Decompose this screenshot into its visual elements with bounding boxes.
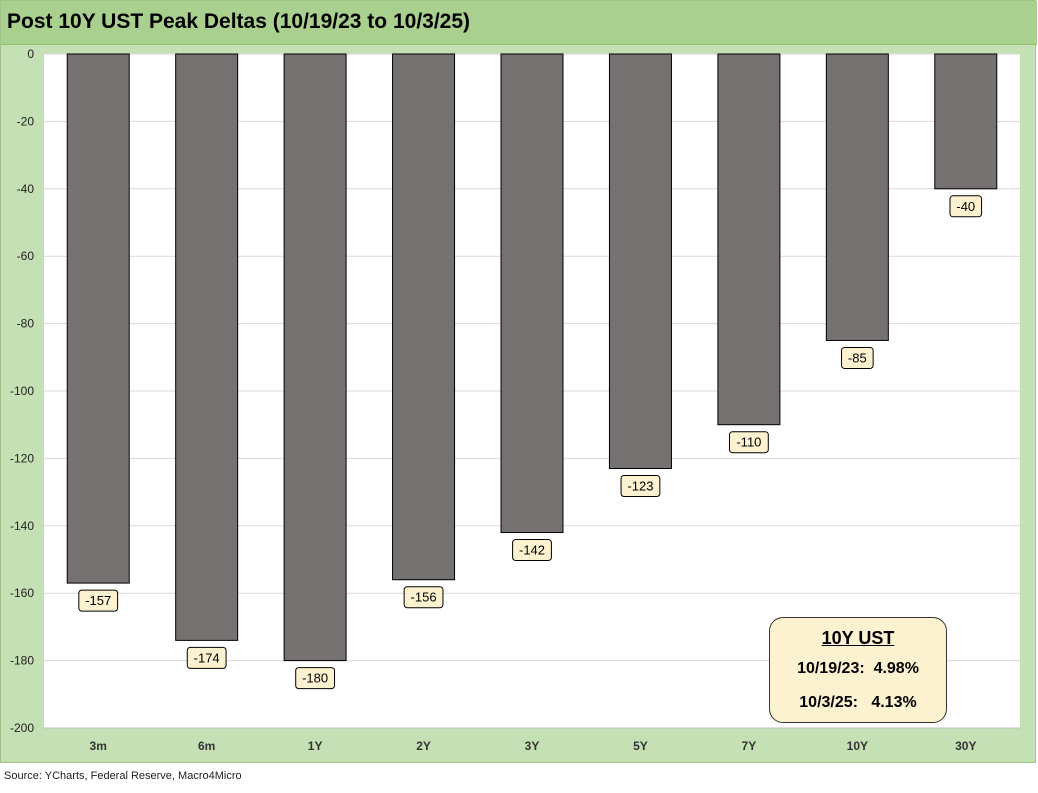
data-label: -156 xyxy=(411,590,437,605)
x-tick-label: 10Y xyxy=(847,739,868,753)
data-label: -180 xyxy=(302,671,328,686)
data-label-box xyxy=(403,586,444,609)
bar xyxy=(825,53,889,341)
x-tick-label: 30Y xyxy=(955,739,976,753)
y-tick-label: -20 xyxy=(17,114,35,128)
chart-title: Post 10Y UST Peak Deltas (10/19/23 to 10… xyxy=(7,10,471,33)
y-tick-label: -40 xyxy=(17,182,35,196)
y-tick-label: -160 xyxy=(10,586,34,600)
x-tick-label: 1Y xyxy=(308,739,323,753)
bar xyxy=(608,53,672,470)
y-tick-label: -180 xyxy=(10,654,34,668)
y-tick-label: -200 xyxy=(10,721,34,735)
x-tick-label: 6m xyxy=(198,739,215,753)
callout-line-start: 10/19/23: 4.98% xyxy=(797,660,919,677)
data-label-box xyxy=(512,539,552,562)
data-label-box xyxy=(295,667,336,690)
data-label-box xyxy=(949,195,983,218)
data-label: -85 xyxy=(848,350,867,365)
x-tick-label: 3m xyxy=(90,739,107,753)
data-label: -174 xyxy=(194,650,220,665)
bar xyxy=(934,53,998,190)
x-tick-label: 5Y xyxy=(633,739,648,753)
bar xyxy=(500,53,564,534)
y-tick-label: -80 xyxy=(17,317,35,331)
data-label-box xyxy=(620,475,661,498)
data-label: -142 xyxy=(519,543,545,558)
data-label-box xyxy=(728,431,769,454)
bar xyxy=(392,53,456,581)
y-tick-label: -120 xyxy=(10,451,34,465)
x-tick-label: 7Y xyxy=(742,739,757,753)
bar-chart: 0 -20 -40 -60 -80 -100 -120 -140 -160 -180 -200 -15… xyxy=(10,47,1020,753)
ust-yield-callout: 10Y UST 10/19/23: 4.98% 10/3/25: 4.13% xyxy=(769,617,947,723)
source-note: Source: YCharts, Federal Reserve, Macro4… xyxy=(4,770,242,782)
data-label-box xyxy=(78,589,119,612)
bar xyxy=(175,53,239,641)
data-label: -110 xyxy=(736,435,761,450)
bar xyxy=(66,53,130,584)
y-tick-label: 0 xyxy=(27,47,34,61)
x-tick-label: 3Y xyxy=(525,739,540,753)
y-tick-label: -60 xyxy=(17,249,35,263)
data-label: -40 xyxy=(956,199,975,214)
y-tick-label: -140 xyxy=(10,519,34,533)
x-tick-label: 2Y xyxy=(416,739,431,753)
callout-title: 10Y UST xyxy=(821,628,895,648)
bar xyxy=(283,53,347,662)
data-label: -123 xyxy=(627,479,653,494)
title-bar: Post 10Y UST Peak Deltas (10/19/23 to 10… xyxy=(1,1,1037,45)
data-label: -157 xyxy=(85,593,111,608)
y-tick-label: -100 xyxy=(10,384,34,398)
data-label-box xyxy=(841,346,874,369)
bar xyxy=(717,53,781,426)
data-label-box xyxy=(186,646,227,669)
callout-line-end: 10/3/25: 4.13% xyxy=(799,694,917,711)
